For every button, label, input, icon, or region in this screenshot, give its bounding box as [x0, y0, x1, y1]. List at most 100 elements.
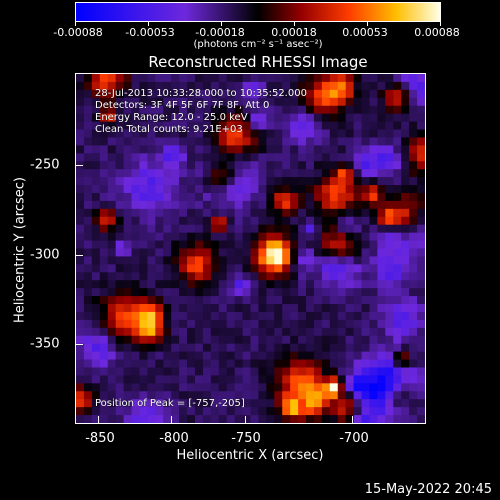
- image-pixel: [83, 169, 93, 178]
- image-pixel: [171, 224, 180, 234]
- image-pixel: [266, 232, 275, 242]
- image-pixel: [298, 200, 307, 210]
- image-pixel: [218, 311, 228, 321]
- image-pixel: [131, 367, 141, 377]
- image-pixel: [313, 145, 323, 154]
- image-pixel: [147, 256, 156, 265]
- image-pixel: [83, 185, 93, 194]
- image-pixel: [401, 367, 410, 377]
- image-pixel: [163, 137, 172, 146]
- image-pixel: [290, 161, 299, 170]
- image-pixel: [115, 335, 125, 345]
- image-pixel: [83, 311, 93, 321]
- image-pixel: [171, 177, 180, 186]
- image-pixel: [155, 256, 164, 265]
- image-pixel: [274, 280, 283, 289]
- image-pixel: [274, 224, 283, 234]
- colorbar-tick: [75, 22, 76, 26]
- image-pixel: [321, 169, 331, 178]
- image-pixel: [313, 351, 323, 361]
- image-pixel: [194, 137, 204, 146]
- image-pixel: [210, 89, 220, 99]
- image-pixel: [234, 185, 244, 194]
- image-pixel: [345, 296, 355, 305]
- image-pixel: [83, 192, 93, 202]
- image-pixel: [298, 129, 307, 139]
- image-pixel: [218, 121, 228, 131]
- y-tick-label: -300: [30, 247, 60, 263]
- image-pixel: [99, 383, 109, 392]
- image-pixel: [194, 224, 204, 234]
- image-pixel: [226, 185, 236, 194]
- image-pixel: [171, 304, 180, 313]
- image-pixel: [155, 296, 164, 305]
- image-pixel: [83, 200, 93, 210]
- image-pixel: [187, 177, 196, 186]
- image-pixel: [385, 248, 394, 258]
- image-pixel: [76, 296, 85, 305]
- image-pixel: [417, 105, 425, 115]
- image-pixel: [163, 319, 172, 329]
- image-pixel: [266, 351, 275, 361]
- image-pixel: [258, 232, 267, 242]
- image-pixel: [329, 311, 339, 321]
- image-pixel: [99, 192, 109, 202]
- image-pixel: [306, 89, 315, 99]
- image-pixel: [385, 192, 394, 202]
- annotation-energy: Energy Range: 12.0 - 25.0 keV: [95, 112, 248, 123]
- image-pixel: [234, 216, 244, 226]
- image-pixel: [242, 208, 252, 218]
- image-pixel: [76, 280, 85, 289]
- image-pixel: [226, 351, 236, 361]
- image-pixel: [91, 240, 101, 250]
- image-pixel: [163, 256, 172, 265]
- image-pixel: [250, 319, 260, 329]
- image-pixel: [76, 89, 85, 99]
- image-pixel: [242, 169, 252, 178]
- image-pixel: [91, 185, 101, 194]
- image-pixel: [107, 145, 117, 154]
- image-pixel: [345, 129, 355, 139]
- image-pixel: [187, 399, 196, 408]
- image-pixel: [369, 256, 379, 265]
- image-pixel: [385, 383, 394, 392]
- image-pixel: [147, 319, 156, 329]
- image-pixel: [345, 113, 355, 123]
- image-pixel: [353, 81, 363, 91]
- image-pixel: [131, 105, 141, 115]
- image-pixel: [313, 105, 323, 115]
- image-pixel: [123, 264, 133, 273]
- image-pixel: [202, 113, 212, 123]
- image-pixel: [313, 359, 323, 369]
- image-pixel: [99, 375, 109, 384]
- image-pixel: [258, 248, 267, 258]
- image-pixel: [361, 208, 371, 218]
- image-pixel: [313, 216, 323, 226]
- image-pixel: [76, 391, 85, 400]
- image-pixel: [306, 105, 315, 115]
- image-pixel: [282, 264, 291, 273]
- image-pixel: [353, 359, 363, 369]
- image-pixel: [266, 375, 275, 384]
- image-pixel: [282, 185, 291, 194]
- image-pixel: [290, 367, 299, 377]
- image-pixel: [345, 169, 355, 178]
- image-pixel: [242, 288, 252, 297]
- image-pixel: [274, 367, 283, 377]
- image-pixel: [250, 232, 260, 242]
- image-pixel: [115, 137, 125, 146]
- image-pixel: [83, 224, 93, 234]
- image-pixel: [210, 367, 220, 377]
- image-pixel: [76, 367, 85, 377]
- image-pixel: [385, 240, 394, 250]
- image-pixel: [218, 240, 228, 250]
- image-pixel: [290, 335, 299, 345]
- image-pixel: [218, 383, 228, 392]
- image-pixel: [417, 351, 425, 361]
- image-pixel: [115, 399, 125, 408]
- image-pixel: [218, 248, 228, 258]
- image-pixel: [107, 288, 117, 297]
- image-pixel: [353, 169, 363, 178]
- image-pixel: [202, 74, 212, 83]
- image-pixel: [163, 169, 172, 178]
